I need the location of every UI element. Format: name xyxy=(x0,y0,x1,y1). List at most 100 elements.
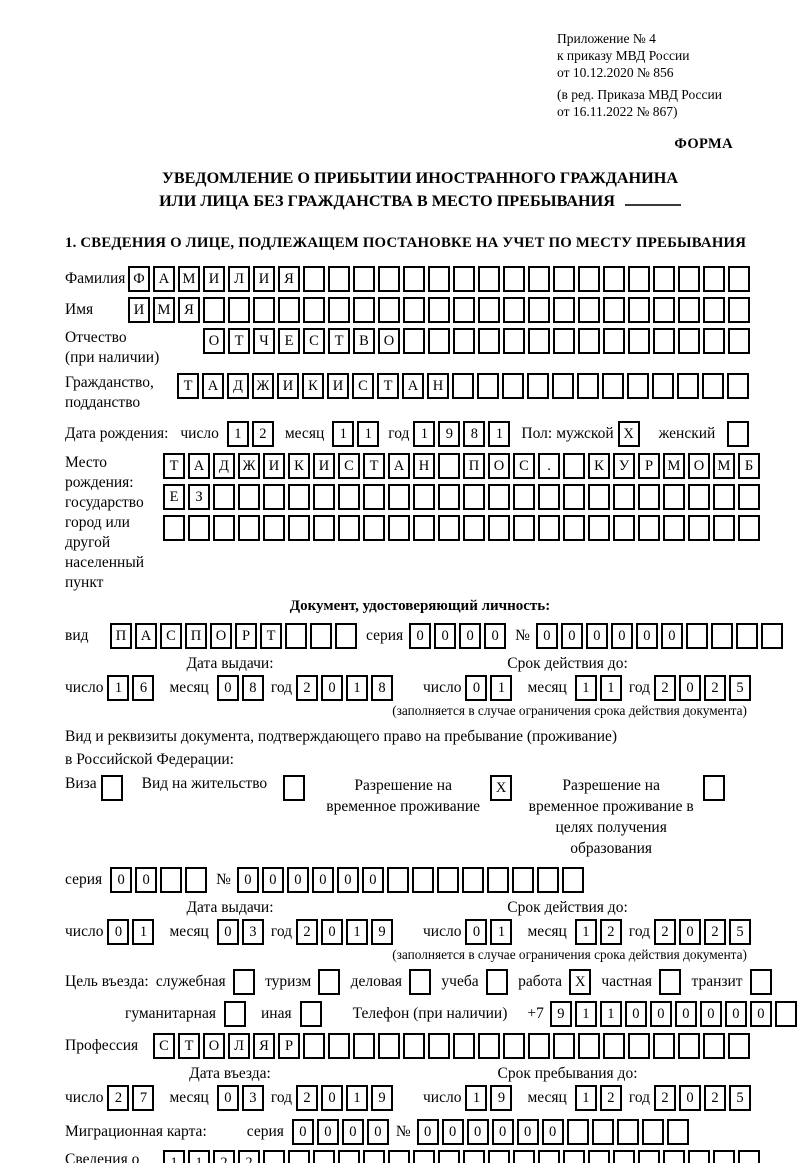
char-cell[interactable] xyxy=(728,328,750,354)
char-cell[interactable]: 9 xyxy=(371,919,394,945)
char-cell[interactable] xyxy=(588,515,610,541)
char-cell[interactable] xyxy=(363,484,385,510)
char-cell[interactable] xyxy=(188,515,210,541)
char-cell[interactable]: 0 xyxy=(491,1119,514,1145)
char-cell[interactable]: 0 xyxy=(216,675,239,701)
char-cell[interactable] xyxy=(403,1033,425,1059)
char-cell[interactable] xyxy=(403,266,425,292)
char-cell[interactable] xyxy=(563,453,585,479)
char-cell[interactable] xyxy=(653,1033,675,1059)
char-cell[interactable]: У xyxy=(613,453,635,479)
char-cell[interactable] xyxy=(663,484,685,510)
char-cell[interactable] xyxy=(728,297,750,323)
char-cell[interactable] xyxy=(503,266,525,292)
char-cell[interactable]: Е xyxy=(163,484,185,510)
char-cell[interactable]: 7 xyxy=(132,1085,155,1111)
char-cell[interactable] xyxy=(628,1033,650,1059)
char-cell[interactable] xyxy=(488,515,510,541)
char-cell[interactable] xyxy=(453,328,475,354)
char-cell[interactable] xyxy=(653,297,675,323)
char-cell[interactable] xyxy=(703,775,726,801)
char-cell[interactable] xyxy=(463,515,485,541)
char-cell[interactable] xyxy=(685,623,708,649)
char-cell[interactable] xyxy=(278,297,300,323)
char-cell[interactable] xyxy=(678,297,700,323)
purpose-chastnaya-checkbox[interactable] xyxy=(659,969,684,995)
char-cell[interactable]: 1 xyxy=(574,919,597,945)
char-cell[interactable] xyxy=(428,328,450,354)
char-cell[interactable] xyxy=(603,297,625,323)
char-cell[interactable] xyxy=(185,867,208,893)
char-cell[interactable] xyxy=(436,867,459,893)
char-cell[interactable]: 0 xyxy=(416,1119,439,1145)
char-cell[interactable]: 2 xyxy=(704,1085,727,1111)
char-cell[interactable]: 1 xyxy=(490,675,513,701)
char-cell[interactable] xyxy=(486,867,509,893)
char-cell[interactable] xyxy=(538,1150,560,1163)
char-cell[interactable] xyxy=(303,266,325,292)
char-cell[interactable] xyxy=(238,484,260,510)
char-cell[interactable]: П xyxy=(110,623,132,649)
char-cell[interactable]: 2 xyxy=(251,421,274,447)
char-cell[interactable]: 1 xyxy=(490,919,513,945)
char-cell[interactable] xyxy=(313,1150,335,1163)
char-cell[interactable] xyxy=(688,515,710,541)
char-cell[interactable] xyxy=(553,328,575,354)
char-cell[interactable]: 1 xyxy=(332,421,355,447)
char-cell[interactable] xyxy=(653,328,675,354)
char-cell[interactable]: А xyxy=(402,373,424,399)
char-cell[interactable] xyxy=(588,484,610,510)
char-cell[interactable]: Т xyxy=(328,328,350,354)
char-cell[interactable] xyxy=(710,623,733,649)
char-cell[interactable] xyxy=(263,1150,285,1163)
char-cell[interactable]: 0 xyxy=(321,675,344,701)
char-cell[interactable]: 0 xyxy=(679,919,702,945)
char-cell[interactable]: А xyxy=(153,266,175,292)
char-cell[interactable] xyxy=(578,328,600,354)
purpose-inaya-checkbox[interactable] xyxy=(299,1001,325,1027)
char-cell[interactable] xyxy=(478,297,500,323)
char-cell[interactable] xyxy=(503,328,525,354)
char-cell[interactable]: 1 xyxy=(163,1150,185,1163)
char-cell[interactable] xyxy=(388,515,410,541)
char-cell[interactable]: Т xyxy=(260,623,282,649)
char-cell[interactable] xyxy=(735,623,758,649)
char-cell[interactable]: Р xyxy=(235,623,257,649)
char-cell[interactable]: 0 xyxy=(516,1119,539,1145)
char-cell[interactable]: X xyxy=(490,775,513,801)
char-cell[interactable] xyxy=(288,1150,310,1163)
char-cell[interactable] xyxy=(563,1150,585,1163)
char-cell[interactable]: 0 xyxy=(216,1085,239,1111)
char-cell[interactable] xyxy=(203,297,225,323)
char-cell[interactable]: 0 xyxy=(679,1085,702,1111)
char-cell[interactable]: М xyxy=(663,453,685,479)
char-cell[interactable] xyxy=(438,1150,460,1163)
char-cell[interactable] xyxy=(678,266,700,292)
char-cell[interactable] xyxy=(703,266,725,292)
char-cell[interactable]: 1 xyxy=(107,675,130,701)
char-cell[interactable]: 9 xyxy=(438,421,461,447)
char-cell[interactable] xyxy=(553,297,575,323)
char-cell[interactable] xyxy=(488,484,510,510)
char-cell[interactable] xyxy=(353,266,375,292)
char-cell[interactable] xyxy=(403,297,425,323)
char-cell[interactable] xyxy=(613,1150,635,1163)
char-cell[interactable]: Л xyxy=(228,1033,250,1059)
purpose-delovaya-checkbox[interactable] xyxy=(409,969,434,995)
char-cell[interactable]: 2 xyxy=(213,1150,235,1163)
char-cell[interactable] xyxy=(363,515,385,541)
char-cell[interactable]: 1 xyxy=(574,1085,597,1111)
char-cell[interactable]: Я xyxy=(253,1033,275,1059)
char-cell[interactable] xyxy=(538,515,560,541)
char-cell[interactable] xyxy=(663,1150,685,1163)
char-cell[interactable]: 0 xyxy=(321,919,344,945)
char-cell[interactable] xyxy=(616,1119,639,1145)
